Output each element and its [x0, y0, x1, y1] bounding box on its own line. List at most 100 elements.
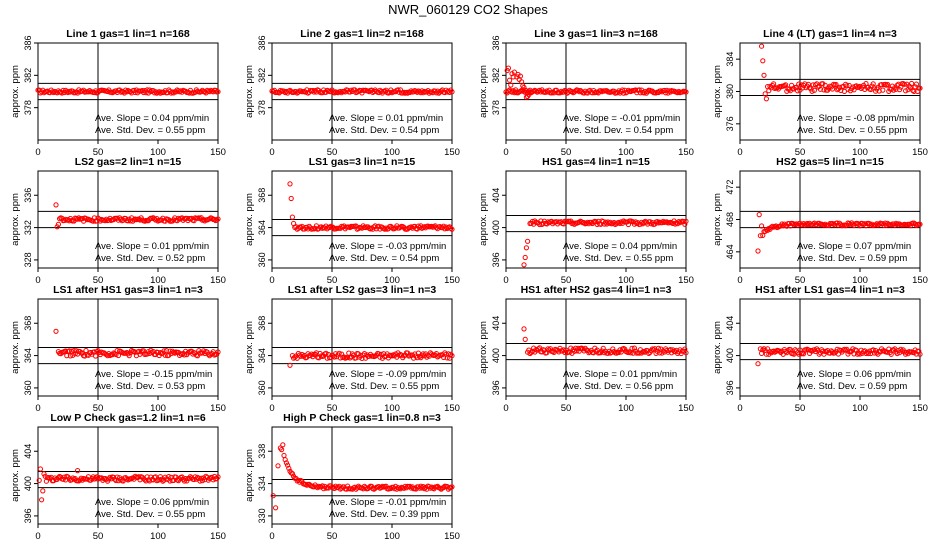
data-point: [785, 348, 791, 354]
data-point: [426, 90, 432, 96]
data-point: [618, 219, 624, 225]
data-point: [522, 336, 528, 342]
data-point: [151, 90, 157, 96]
data-point: [162, 352, 168, 358]
plot-frame: [739, 298, 921, 397]
y-tick-label: 368: [23, 316, 33, 331]
data-point: [153, 89, 159, 95]
slope-unit: ppm/min: [170, 497, 209, 508]
data-point: [838, 222, 844, 228]
data-point: [160, 478, 166, 484]
data-point: [811, 87, 818, 93]
x-tick-label: 50: [93, 403, 104, 414]
data-point: [372, 223, 378, 229]
std-value: 0.54: [397, 125, 418, 136]
data-point: [53, 328, 59, 334]
x-tick-label: 50: [327, 147, 338, 158]
data-point: [448, 351, 454, 357]
data-point: [916, 348, 922, 354]
std-label: Ave. Std. Dev. =: [797, 253, 865, 264]
std-label: Ave. Std. Dev. =: [95, 125, 163, 136]
std-label: Ave. Std. Dev. =: [329, 125, 397, 136]
data-point: [817, 86, 824, 92]
y-tick-label: 400: [23, 476, 33, 491]
std-value: 0.52: [163, 253, 184, 264]
data-point: [157, 474, 163, 480]
data-point: [809, 88, 815, 94]
data-point: [917, 351, 923, 357]
y-axis-label: approx. ppm: [244, 193, 255, 246]
y-tick-label: 360: [257, 380, 267, 395]
std-label: Ave. Std. Dev. =: [329, 253, 397, 264]
y-tick-label: 386: [491, 35, 501, 50]
y-tick-label: 404: [491, 188, 501, 203]
chart-panel-13: Low P Check gas=1.2 lin=1 n=6 0 50 100 150 39…: [10, 412, 226, 540]
x-tick-label: 150: [678, 147, 694, 158]
data-point: [285, 462, 291, 468]
data-point: [910, 87, 916, 94]
x-tick-label: 100: [618, 275, 634, 286]
data-point: [757, 346, 764, 352]
data-point: [341, 354, 347, 360]
panel-title: HS1 gas=4 lin=1 n=15: [542, 156, 650, 168]
data-point: [289, 471, 295, 477]
data-point: [333, 351, 339, 357]
data-point: [879, 82, 885, 88]
slope-value: 0.01: [617, 369, 638, 380]
y-axis-label: approx. ppm: [478, 65, 489, 118]
std-label: Ave. Std. Dev. =: [563, 381, 631, 392]
data-point: [288, 195, 294, 202]
std-value: 0.54: [397, 253, 418, 264]
slope-unit: ppm/min: [872, 369, 911, 380]
data-point: [201, 217, 207, 223]
std-unit: ppm: [184, 125, 205, 136]
data-point: [198, 88, 204, 95]
y-axis-label: approx. ppm: [478, 193, 489, 246]
std-label: Ave. Std. Dev. =: [329, 381, 397, 392]
data-point: [891, 221, 897, 227]
std-label: Ave. Std. Dev. =: [95, 253, 163, 264]
chart-panel-1: Line 1 gas=1 lin=1 n=168 0 50 100 150 378 382 3…: [10, 28, 226, 158]
slope-text: Ave. Slope = -0.15 ppm/min: [95, 369, 212, 380]
y-tick-label: 464: [725, 244, 735, 259]
panel-title: LS1 after HS1 gas=3 lin=1 n=3: [53, 284, 203, 296]
data-point: [287, 181, 293, 187]
data-point: [885, 81, 891, 88]
x-tick-label: 0: [35, 531, 40, 540]
panel-title: Line 3 gas=1 lin=3 n=168: [534, 28, 658, 40]
y-tick-label: 386: [23, 35, 33, 50]
y-tick-label: 334: [257, 476, 267, 491]
data-point: [85, 89, 92, 95]
std-unit: ppm: [418, 125, 439, 136]
std-label: Ave. Std. Dev. =: [329, 509, 397, 520]
data-point: [613, 350, 620, 356]
slope-label: Ave. Slope =: [329, 113, 383, 124]
data-point: [63, 348, 69, 354]
data-point: [204, 474, 210, 480]
data-point: [545, 346, 551, 352]
x-tick-label: 100: [618, 403, 634, 414]
data-point: [767, 83, 773, 90]
data-point: [449, 226, 455, 232]
data-point: [72, 351, 78, 357]
slope-value: -0.03: [383, 241, 407, 252]
std-value: 0.54: [631, 125, 652, 136]
y-axis-label: approx. ppm: [244, 449, 255, 502]
data-point: [281, 452, 287, 459]
y-axis-label: approx. ppm: [10, 321, 21, 374]
data-point: [868, 350, 874, 357]
data-point: [571, 348, 578, 354]
x-tick-label: 150: [210, 531, 226, 540]
slope-unit: ppm/min: [638, 369, 677, 380]
y-tick-label: 400: [725, 348, 735, 363]
data-point: [298, 477, 304, 484]
x-tick-label: 0: [503, 403, 508, 414]
y-tick-label: 364: [23, 348, 33, 363]
std-label: Ave. Std. Dev. =: [797, 125, 865, 136]
data-point: [93, 475, 99, 481]
data-point: [899, 348, 905, 354]
x-tick-label: 0: [35, 403, 40, 414]
slope-label: Ave. Slope =: [563, 241, 617, 252]
data-point: [51, 89, 57, 96]
y-tick-label: 336: [23, 188, 33, 203]
